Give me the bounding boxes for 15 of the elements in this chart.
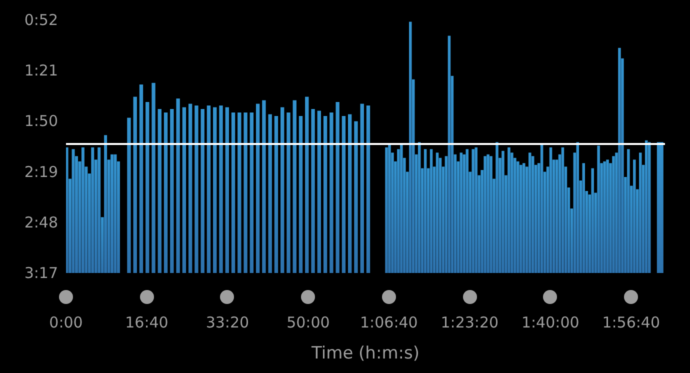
x-tick-label: 16:40	[125, 314, 168, 332]
x-tick-label: 33:20	[206, 314, 250, 332]
x-axis-title: Time (h:m:s)	[310, 344, 420, 364]
x-tick-label: 50:00	[286, 314, 330, 332]
y-tick-label: 1:21	[24, 62, 58, 80]
y-tick-label: 1:50	[24, 112, 58, 130]
y-tick-label: 0:52	[24, 11, 58, 29]
y-tick-label: 2:48	[24, 213, 58, 232]
y-tick-label: 2:19	[24, 162, 58, 181]
x-tick-label: 1:06:40	[360, 314, 418, 332]
x-tick-label: 0:00	[49, 314, 83, 332]
x-tick-label: 1:56:40	[602, 314, 660, 332]
y-tick-label: 3:17	[24, 264, 58, 282]
x-tick-label: 1:40:00	[521, 314, 580, 332]
x-tick-label: 1:23:20	[440, 314, 499, 332]
